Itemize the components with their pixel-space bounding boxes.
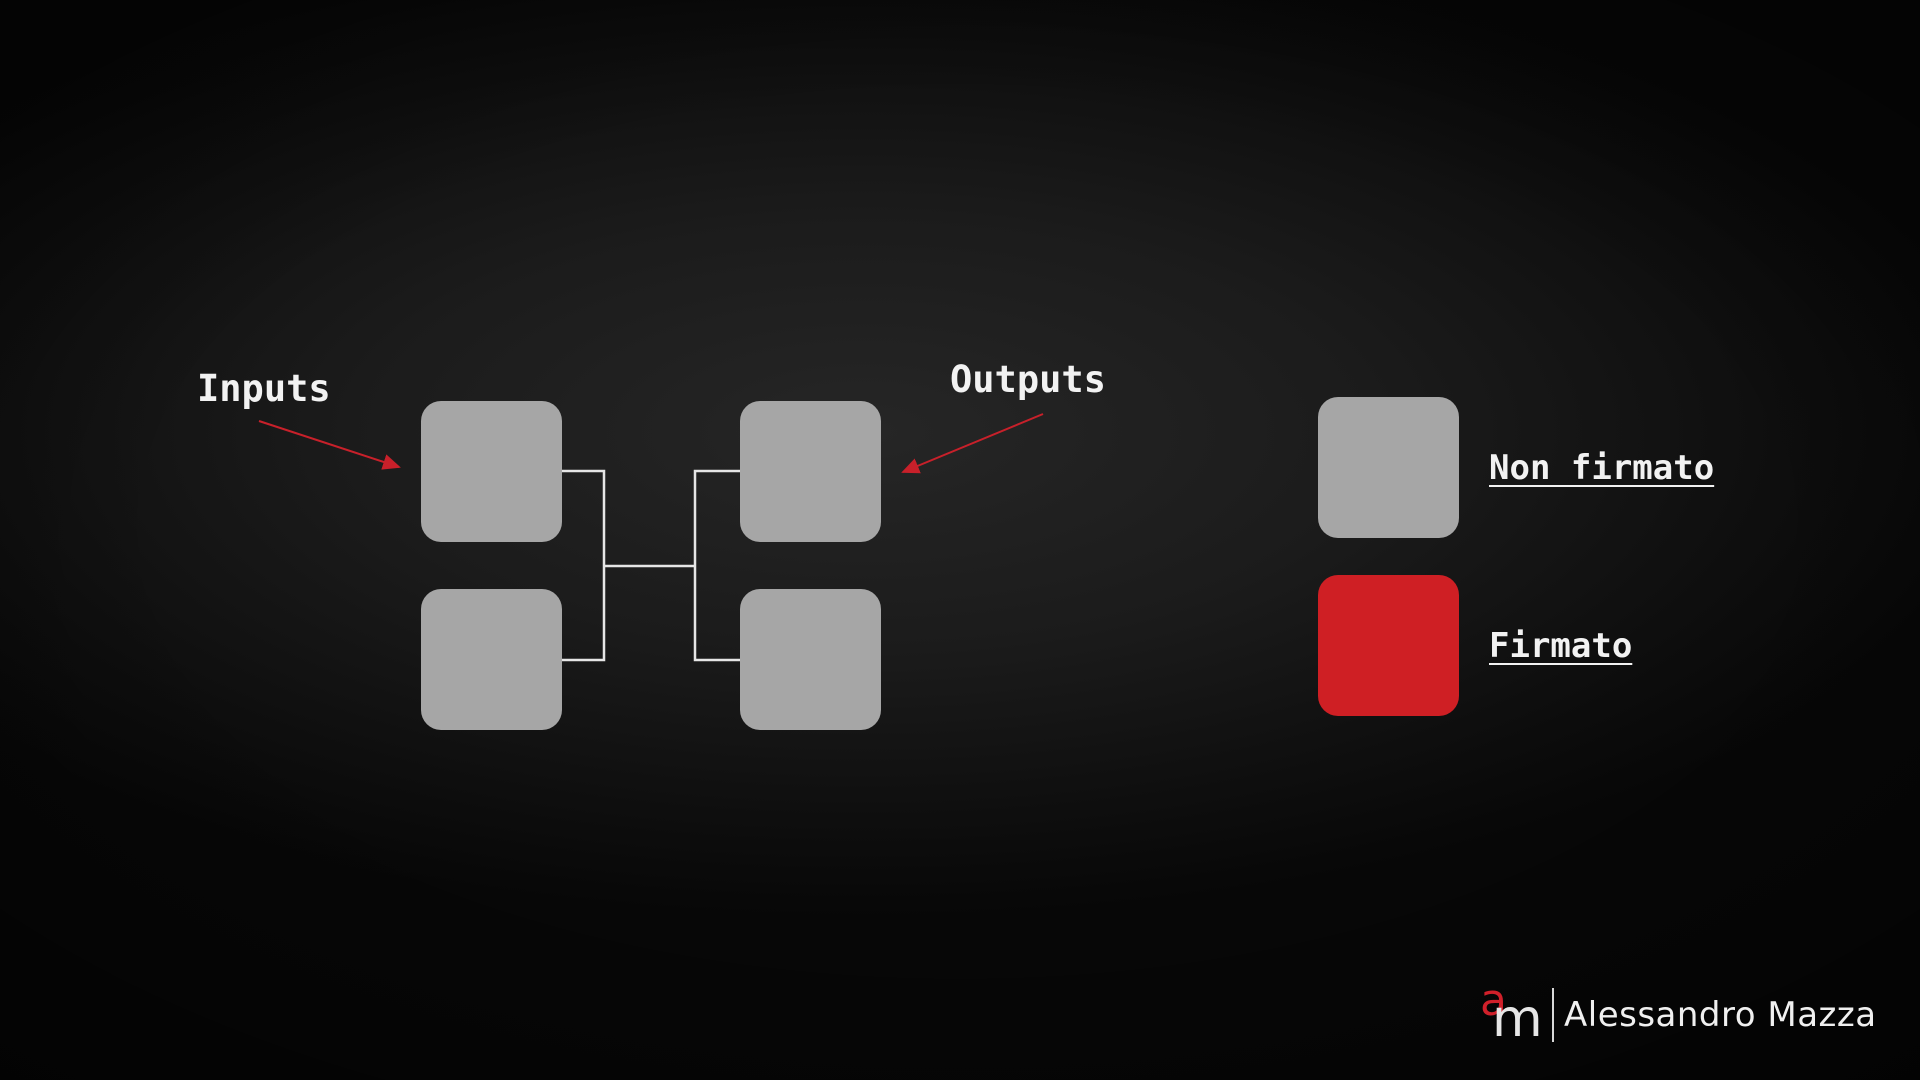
legend-swatch-signed: [1318, 575, 1459, 716]
output-node-2: [740, 589, 881, 730]
author-name: Alessandro Mazza: [1564, 995, 1877, 1035]
connector-input-2: [562, 566, 606, 662]
inputs-label: Inputs: [197, 367, 331, 410]
legend-label-unsigned: Non firmato: [1489, 448, 1715, 488]
connector-lines: [562, 469, 740, 662]
author-logo: a m Alessandro Mazza: [1478, 979, 1877, 1049]
legend-label-signed: Firmato: [1489, 626, 1633, 666]
logo-monogram-m: m: [1492, 989, 1543, 1049]
output-node-1: [740, 401, 881, 542]
logo-divider: [1552, 988, 1554, 1042]
input-node-2: [421, 589, 562, 730]
inputs-arrow: [258, 420, 401, 470]
logo-monogram: a m: [1478, 979, 1550, 1049]
connector-output-1: [693, 469, 740, 566]
legend-swatch-unsigned: [1318, 397, 1459, 538]
connector-output-2: [693, 566, 740, 662]
outputs-arrow: [901, 413, 1044, 474]
logo-monogram-a: a: [1480, 975, 1507, 1026]
outputs-label: Outputs: [950, 358, 1106, 401]
input-node-1: [421, 401, 562, 542]
connector-input-1: [562, 469, 606, 566]
